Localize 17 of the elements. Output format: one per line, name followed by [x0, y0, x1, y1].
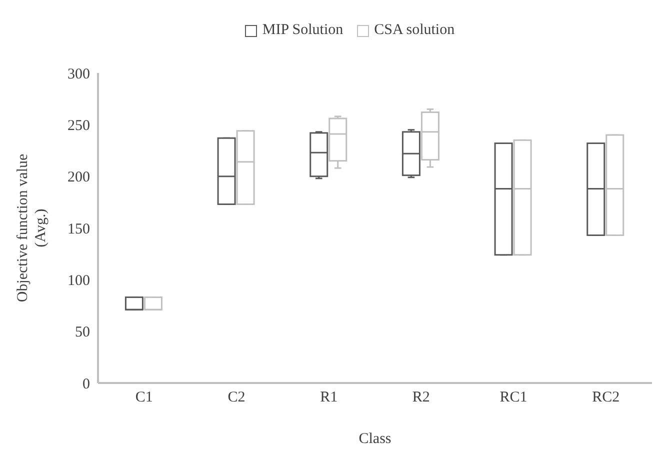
x-tick-label: C2 [228, 390, 246, 406]
x-axis-title: Class [358, 431, 392, 447]
y-tick-label: 100 [68, 272, 90, 289]
y-tick-label: 150 [68, 221, 90, 238]
y-tick-label: 200 [68, 170, 90, 186]
y-tick-label: 300 [68, 66, 90, 82]
y-tick-label: 50 [75, 324, 90, 341]
x-tick-label: R1 [320, 390, 338, 406]
x-tick-label: RC1 [500, 390, 528, 406]
x-tick-label: RC2 [592, 390, 620, 406]
y-axis-title: Objective function value (Avg.) [15, 154, 49, 302]
x-tick-label: C1 [135, 390, 153, 406]
y-tick-label: 250 [68, 118, 90, 134]
x-tick-label: R2 [412, 390, 430, 406]
legend-label: MIP Solution [261, 22, 344, 39]
legend-label: CSA solution [373, 22, 455, 39]
y-tick-label: 0 [82, 376, 90, 392]
